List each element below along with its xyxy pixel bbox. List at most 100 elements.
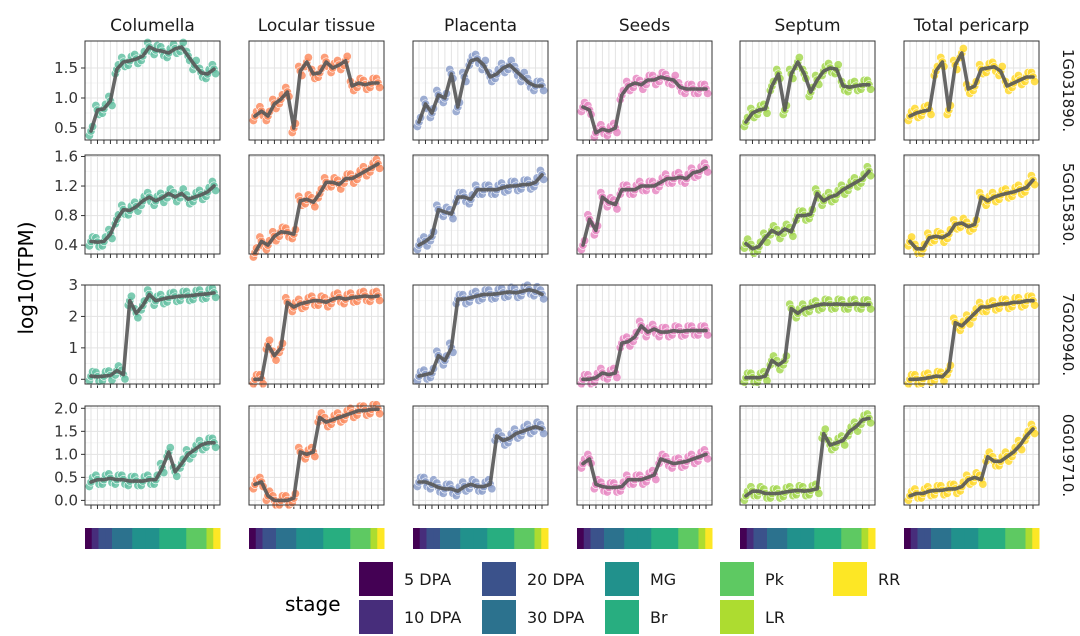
stage-bar-segment xyxy=(159,528,167,549)
stage-bar-segment xyxy=(854,528,862,549)
stage-bar-segment xyxy=(152,528,160,549)
stage-bar-segment xyxy=(910,528,918,549)
facet-panel xyxy=(84,154,221,258)
stage-bar-segment xyxy=(671,528,679,549)
stage-bar-segment xyxy=(800,528,808,549)
panel-border xyxy=(739,40,876,141)
stage-bar-segment xyxy=(753,528,761,549)
facet-panel xyxy=(576,40,713,144)
facet-column-label: Placenta xyxy=(444,16,517,36)
data-point xyxy=(133,313,143,323)
data-point xyxy=(126,291,136,301)
series-line xyxy=(581,75,708,135)
data-point xyxy=(794,53,804,63)
data-point xyxy=(539,294,549,304)
y-tick-label: 0.8 xyxy=(54,207,78,225)
series-line xyxy=(744,60,871,124)
legend-key xyxy=(359,600,393,634)
facet-column-label: Locular tissue xyxy=(258,16,376,36)
stage-bar-segment xyxy=(255,528,263,549)
stage-bar-segment xyxy=(760,528,768,549)
stage-bar-segment xyxy=(166,528,174,549)
data-point xyxy=(788,231,798,241)
y-tick-label: 1 xyxy=(68,339,78,357)
legend-key xyxy=(482,600,516,634)
stage-bar-segment xyxy=(780,528,788,549)
stage-bar-segment xyxy=(473,528,481,549)
facet-panel xyxy=(84,405,221,509)
y-tick-label: 1.0 xyxy=(54,89,78,107)
series-line xyxy=(908,427,1035,498)
panel-border xyxy=(576,405,713,506)
y-tick-label: 0.5 xyxy=(54,468,78,486)
stage-bar-segment xyxy=(426,528,434,549)
y-tick-label: 0.4 xyxy=(54,236,78,254)
stage-bar-segment xyxy=(691,528,699,549)
series-line xyxy=(908,178,1035,251)
stage-bar-segment xyxy=(132,528,140,549)
stage-bar-segment xyxy=(105,528,113,549)
stage-bar-segment xyxy=(460,528,468,549)
stage-bar-segment xyxy=(419,528,427,549)
panel-border xyxy=(903,154,1040,255)
data-point xyxy=(958,44,968,54)
panel-border xyxy=(84,405,221,506)
stage-bar-segment xyxy=(944,528,952,549)
panel-background xyxy=(85,406,220,505)
y-tick-label: 0.0 xyxy=(54,491,78,509)
y-tick-label: 2 xyxy=(68,307,78,325)
y-tick-label: 1.6 xyxy=(54,147,78,165)
stage-bar-segment xyxy=(282,528,290,549)
stage-bar-segment xyxy=(617,528,625,549)
stage-bar-segment xyxy=(125,528,133,549)
series-line xyxy=(417,57,544,124)
stage-bar-segment xyxy=(336,528,344,549)
stage-bar-segment xyxy=(85,528,93,549)
panel-border xyxy=(739,405,876,506)
panel-border xyxy=(248,40,385,141)
facet-panel xyxy=(739,284,876,388)
stage-bar-segment xyxy=(964,528,972,549)
stage-bar-segment xyxy=(179,528,187,549)
stage-bar-segment xyxy=(145,528,153,549)
panel-border xyxy=(248,284,385,385)
stage-bar-segment xyxy=(91,528,99,549)
data-point xyxy=(271,355,281,365)
stage-bar-segment xyxy=(971,528,979,549)
legend-label: 5 DPA xyxy=(404,570,451,589)
stage-bar-segment xyxy=(370,528,378,549)
facet-panel xyxy=(576,154,713,258)
facet-panel xyxy=(84,283,221,388)
stage-bar-segment xyxy=(951,528,959,549)
stage-bar-segment xyxy=(848,528,856,549)
stage-bar-segment xyxy=(985,528,993,549)
panel-border xyxy=(903,405,1040,506)
stage-bar-segment xyxy=(112,528,120,549)
stage-bar-segment xyxy=(610,528,618,549)
panel-border xyxy=(576,40,713,141)
stage-bar-segment xyxy=(323,528,331,549)
panel-border xyxy=(903,40,1040,141)
series-line xyxy=(908,51,1035,118)
stage-bar-segment xyxy=(637,528,645,549)
stage-bar-segment xyxy=(343,528,351,549)
facet-panel xyxy=(903,405,1040,509)
stage-bar-segment xyxy=(193,528,201,549)
facet-panel xyxy=(903,284,1040,389)
legend-label: RR xyxy=(878,570,900,589)
stage-bar-segment xyxy=(269,528,277,549)
stage-bar-segment xyxy=(527,528,535,549)
stage-bar-segment xyxy=(978,528,986,549)
facet-panel xyxy=(248,154,385,262)
legend-key xyxy=(720,600,754,634)
stage-bar-segment xyxy=(206,528,214,549)
stage-bar-segment xyxy=(1032,528,1040,549)
stage-color-bars xyxy=(85,528,1040,549)
y-tick-label: 1.2 xyxy=(54,177,78,195)
stage-bar-segment xyxy=(1005,528,1013,549)
stage-bar-segment xyxy=(590,528,598,549)
data-point xyxy=(178,38,188,48)
stage-bar-segment xyxy=(583,528,591,549)
facet-row-label: 7G020940. xyxy=(1059,293,1077,376)
series-line xyxy=(89,441,216,484)
